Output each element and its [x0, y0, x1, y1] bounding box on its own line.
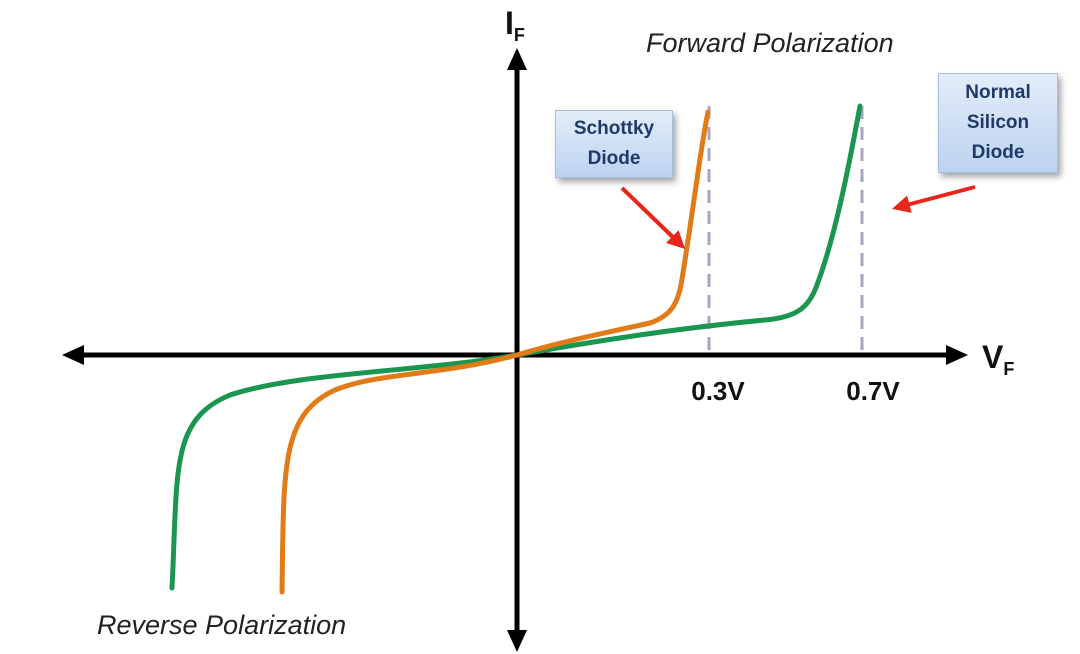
y-axis-label: IF — [505, 5, 525, 45]
silicon-voltage-label: 0.7V — [846, 376, 900, 406]
schottky-pointer-arrow — [620, 186, 686, 250]
schottky-diode-callout: Schottky Diode — [555, 110, 673, 178]
silicon-callout-line3: Diode — [971, 142, 1025, 163]
silicon-callout-line2: Silicon — [966, 112, 1030, 133]
silicon-diode-callout: Normal Silicon Diode — [938, 73, 1058, 173]
schottky-diode-curve — [279, 109, 711, 595]
silicon-diode-curve — [169, 103, 863, 591]
x-axis-label: VF — [982, 339, 1014, 379]
schottky-callout-line2: Diode — [587, 148, 641, 169]
x-axis-left-arrowhead — [62, 345, 84, 365]
schottky-voltage-label: 0.3V — [691, 376, 745, 406]
schottky-callout-line1: Schottky — [573, 118, 655, 139]
reverse-polarization-label: Reverse Polarization — [97, 610, 346, 640]
y-axis-bottom-arrowhead — [507, 630, 527, 652]
silicon-pointer-arrow — [892, 185, 976, 213]
x-axis-right-arrowhead — [946, 345, 968, 365]
silicon-callout-line1: Normal — [965, 82, 1031, 103]
y-axis-top-arrowhead — [507, 48, 527, 70]
forward-polarization-label: Forward Polarization — [646, 28, 894, 58]
